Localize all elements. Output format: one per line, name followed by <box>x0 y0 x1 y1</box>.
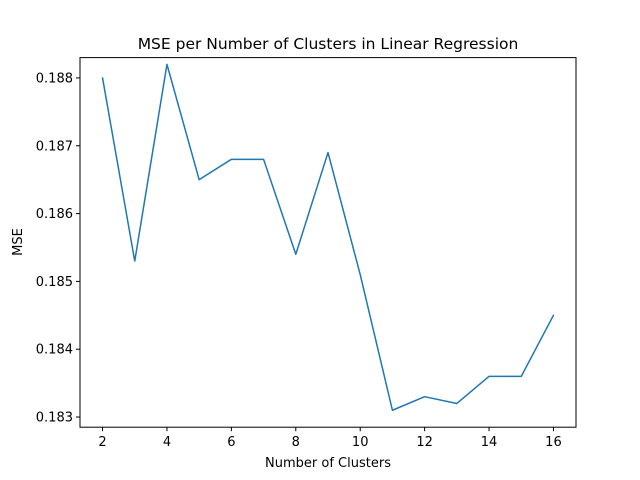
x-tick-label: 10 <box>352 435 369 450</box>
y-axis-label: MSE <box>11 228 26 256</box>
chart-title: MSE per Number of Clusters in Linear Reg… <box>138 35 519 53</box>
x-tick-label: 4 <box>163 435 171 450</box>
y-tick-label: 0.188 <box>36 71 73 86</box>
y-tick-label: 0.183 <box>36 411 73 426</box>
x-tick-label: 8 <box>292 435 300 450</box>
x-tick-label: 16 <box>545 435 562 450</box>
y-tick-label: 0.187 <box>36 139 73 154</box>
y-tick-label: 0.185 <box>36 275 73 290</box>
x-axis: 2 4 6 8 10 12 14 16 <box>98 427 562 450</box>
y-tick-label: 0.186 <box>36 207 73 222</box>
y-axis: 0.183 0.184 0.185 0.186 0.187 0.188 <box>36 71 80 426</box>
x-tick-label: 6 <box>227 435 235 450</box>
plot-frame <box>79 57 577 428</box>
x-tick-label: 14 <box>481 435 498 450</box>
x-tick-label: 2 <box>98 435 106 450</box>
x-axis-label: Number of Clusters <box>265 456 391 471</box>
y-tick-label: 0.184 <box>36 343 73 358</box>
series-line <box>101 63 555 411</box>
x-tick-label: 12 <box>416 435 433 450</box>
